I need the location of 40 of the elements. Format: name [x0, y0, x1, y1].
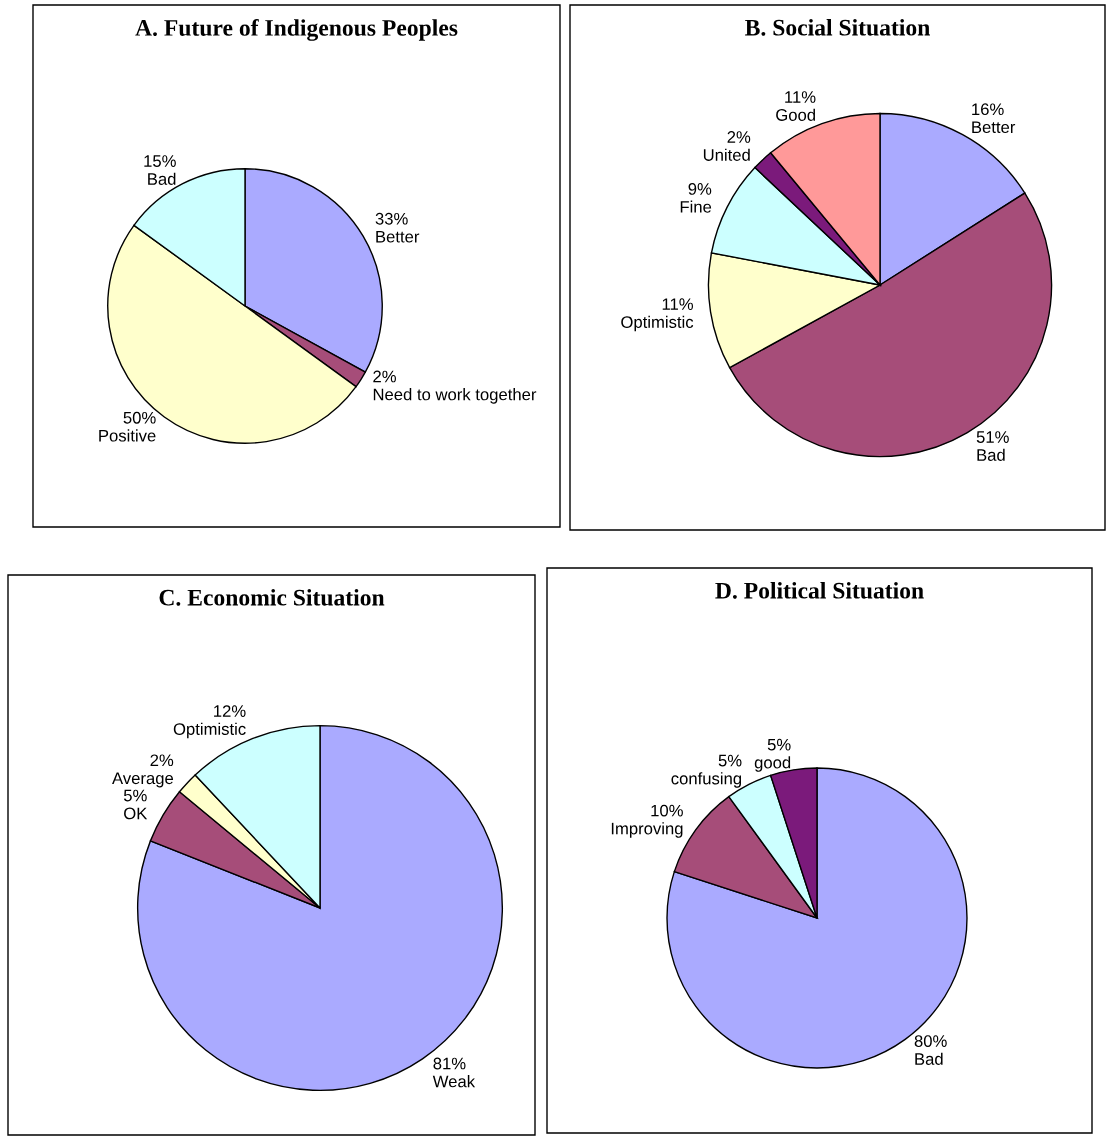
data-label: 51%: [976, 431, 1009, 443]
chart-title: D. Political Situation: [715, 582, 924, 599]
slice-label: United: [703, 148, 750, 161]
data-label: 5%: [767, 738, 791, 751]
data-label: 15%: [144, 155, 176, 167]
slice-label: Optimistic: [621, 315, 694, 332]
data-label: 50%: [123, 411, 156, 424]
slice-label: Better: [376, 230, 420, 243]
data-label: 81%: [433, 1057, 466, 1070]
slice-label: Weak: [432, 1075, 476, 1088]
slice-label: Improving: [611, 822, 683, 838]
slice-label: Positive: [99, 429, 156, 442]
slice-label: Need to work together: [373, 388, 537, 404]
chart-title: C. Economic Situation: [159, 589, 385, 606]
slice-label: Bad: [915, 1052, 943, 1065]
slice-label: OK: [124, 807, 148, 820]
slice-label: Bad: [977, 448, 1005, 461]
data-label: 2%: [373, 370, 396, 383]
data-label: 33%: [375, 212, 408, 225]
data-label: 9%: [688, 183, 712, 195]
data-label: 80%: [914, 1035, 947, 1047]
slice-label: confusing: [671, 772, 742, 788]
data-label: 10%: [651, 804, 683, 817]
slice-label: Optimistic: [173, 722, 246, 739]
data-label: 2%: [727, 131, 751, 143]
slice-label: Good: [776, 108, 815, 121]
slice-label: Average: [112, 772, 174, 788]
data-label: 2%: [150, 754, 174, 767]
slice-label: Better: [972, 121, 1016, 134]
data-label: 11%: [785, 91, 816, 103]
data-label: 11%: [662, 298, 694, 310]
slice-label: Bad: [148, 172, 176, 185]
data-label: 16%: [972, 103, 1004, 116]
data-label: 5%: [123, 789, 147, 802]
data-label: 12%: [214, 705, 246, 717]
chart-title: B. Social Situation: [745, 19, 930, 36]
data-label: 5%: [718, 754, 742, 767]
slice-label: good: [754, 756, 791, 772]
slice-label: Fine: [680, 200, 712, 213]
chart-title: A. Future of Indigenous Peoples: [135, 19, 458, 41]
